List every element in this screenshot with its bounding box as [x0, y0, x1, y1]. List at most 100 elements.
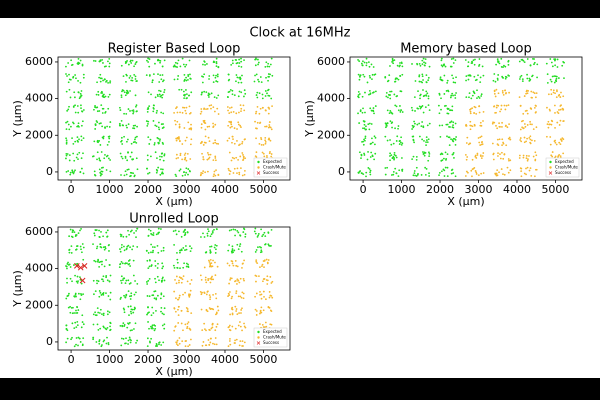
x-tick-label: 3000 [173, 183, 201, 196]
x-tick-label: 4000 [211, 353, 239, 366]
point-cluster [65, 120, 84, 131]
point-cluster [204, 244, 218, 254]
point-cluster [255, 105, 273, 115]
point-cluster [545, 135, 565, 146]
point-cluster [518, 151, 538, 162]
point-cluster [175, 337, 192, 348]
point-cluster [437, 104, 454, 115]
point-cluster [118, 104, 138, 115]
x-tick-label: 1000 [96, 353, 124, 366]
point-cluster [173, 305, 193, 317]
point-cluster [65, 73, 85, 84]
point-cluster [119, 290, 137, 300]
point-cluster [92, 336, 110, 348]
legend-marker [257, 330, 260, 334]
point-cluster [491, 136, 512, 147]
point-cluster [229, 305, 243, 316]
point-cluster [119, 321, 137, 332]
point-cluster [469, 105, 485, 115]
x-tick-label: 2000 [134, 353, 162, 366]
point-cluster [146, 166, 164, 176]
point-cluster [146, 104, 165, 115]
point [81, 263, 88, 269]
point-cluster [199, 135, 220, 146]
point-cluster [357, 167, 372, 178]
y-tick-label: 0 [46, 165, 53, 178]
subplot-title: Unrolled Loop [129, 212, 219, 227]
point-cluster [464, 58, 484, 68]
point-cluster [227, 321, 247, 332]
x-axis-label: X (μm) [447, 195, 484, 208]
point-cluster [385, 90, 403, 100]
point-cluster [200, 90, 220, 99]
point-cluster [92, 243, 110, 252]
legend-frame [253, 327, 288, 348]
point-cluster [145, 120, 165, 131]
x-tick-label: 0 [68, 353, 75, 366]
point-cluster [440, 57, 457, 68]
point-cluster [201, 73, 219, 84]
point-cluster [65, 88, 83, 100]
point-cluster [65, 320, 85, 332]
point-cluster [494, 166, 512, 177]
point-cluster [147, 88, 166, 99]
point-cluster [199, 274, 217, 284]
point-cluster [66, 104, 85, 114]
point-cluster [65, 135, 85, 145]
point-cluster [226, 259, 245, 269]
y-axis-label: Y (μm) [303, 100, 316, 138]
point-cluster [357, 105, 377, 115]
point-cluster [146, 259, 165, 270]
x-axis-label: X (μm) [155, 365, 192, 378]
point-cluster [95, 90, 111, 99]
point-cluster [172, 258, 190, 270]
point-cluster [519, 104, 537, 115]
point-cluster [255, 136, 272, 146]
point-cluster [389, 151, 403, 162]
point-cluster [358, 151, 377, 161]
point-cluster [492, 73, 510, 83]
point-cluster [389, 57, 404, 68]
point-cluster [65, 167, 85, 176]
point-cluster [173, 105, 192, 115]
legend-marker [549, 160, 552, 164]
point-cluster [386, 104, 404, 115]
point [77, 264, 84, 271]
point-cluster [493, 104, 510, 114]
point-cluster [120, 89, 137, 98]
x-axis-label: X (μm) [155, 195, 192, 208]
point-cluster [230, 57, 245, 68]
point-cluster [465, 120, 484, 131]
point-cluster [357, 90, 377, 99]
point-cluster [173, 289, 192, 301]
point-cluster [492, 151, 512, 162]
point-cluster [172, 57, 191, 68]
point-cluster [146, 290, 165, 301]
legend-marker [257, 336, 260, 339]
point-cluster [361, 135, 377, 146]
point-cluster [357, 57, 375, 68]
y-tick-label: 2000 [317, 128, 345, 141]
point-cluster [464, 166, 485, 178]
point-cluster [174, 119, 193, 131]
point-cluster [199, 169, 220, 178]
point-cluster [518, 89, 538, 99]
point-cluster [93, 258, 111, 268]
point-cluster [122, 73, 138, 83]
point-cluster [519, 119, 538, 131]
point-cluster [203, 258, 219, 269]
point-cluster [175, 136, 193, 146]
point-cluster [384, 166, 404, 178]
legend-marker [548, 171, 553, 175]
point-cluster [253, 73, 274, 84]
legend-label: Crash/Mute [263, 335, 286, 340]
point-cluster [438, 89, 457, 100]
x-tick-label: 5000 [249, 183, 277, 196]
point-cluster [255, 258, 270, 269]
y-tick-label: 4000 [25, 262, 53, 275]
point-cluster [519, 135, 536, 145]
point-cluster [358, 120, 373, 131]
point-cluster [438, 166, 457, 178]
point-cluster [413, 89, 430, 100]
x-tick-label: 3000 [173, 353, 201, 366]
